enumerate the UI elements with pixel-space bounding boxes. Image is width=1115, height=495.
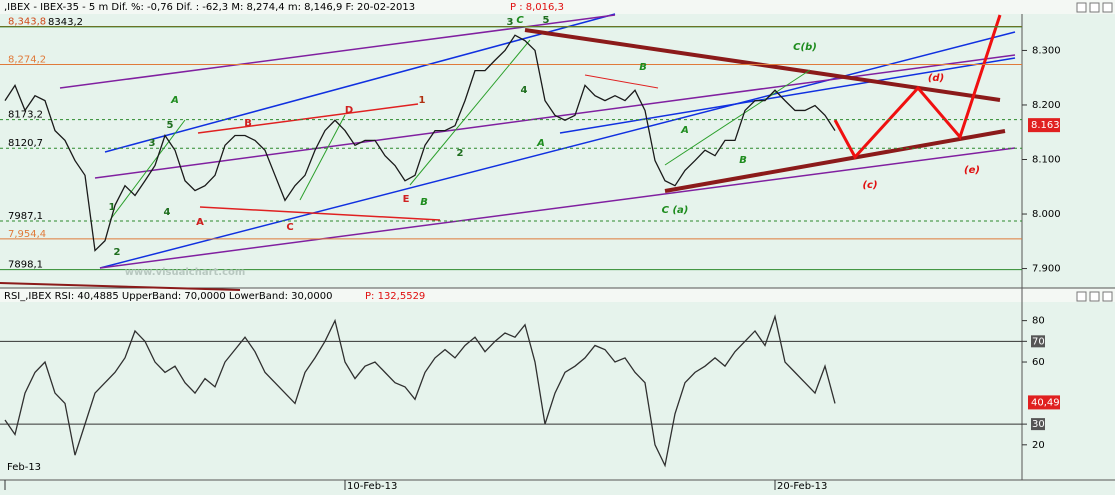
- level-label: 7,954,4: [8, 229, 46, 240]
- wave-label: 5: [167, 120, 174, 131]
- wave-line: [109, 119, 186, 221]
- wave-label: (d): [928, 73, 944, 84]
- y-tick-label: 70: [1032, 336, 1045, 347]
- level-label: 8343,2: [48, 17, 83, 28]
- rsi-header: RSI_,IBEX RSI: 40,4885 UpperBand: 70,000…: [4, 291, 332, 302]
- wave-label: (c): [862, 180, 877, 191]
- wave-label: B: [420, 197, 428, 208]
- y-tick-label: 60: [1032, 357, 1045, 368]
- wave-label: C: [286, 222, 293, 233]
- level-label: 8,274,2: [8, 55, 46, 66]
- last-value-label: 40,49: [1031, 397, 1060, 408]
- wave-label: A: [680, 125, 689, 136]
- wave-label: 4: [521, 85, 528, 96]
- wave-line: [299, 114, 346, 201]
- button[interactable]: [1089, 2, 1100, 13]
- wave-line: [0, 282, 241, 291]
- y-tick-label: 8.000: [1032, 209, 1061, 220]
- x-tick-label: Feb-13: [7, 462, 41, 473]
- x-tick-label: 20-Feb-13: [777, 481, 827, 492]
- projection: [833, 14, 1002, 160]
- x-tick-label: 10-Feb-13: [347, 481, 397, 492]
- wave-label: 3: [149, 138, 156, 149]
- wave-label: A: [196, 217, 204, 228]
- last-value-label: 8.163: [1031, 120, 1060, 131]
- wave-line: [199, 206, 441, 221]
- channel-line: [99, 31, 1016, 269]
- channel-line: [559, 57, 1016, 134]
- tick-box: [1031, 418, 1045, 431]
- rsi-header-close: P: 132,5529: [365, 291, 425, 302]
- level-label: 8120,7: [8, 138, 43, 149]
- level-label: 8,343,8: [8, 17, 46, 28]
- y-tick-label: 20: [1032, 440, 1045, 451]
- header-bar: [0, 0, 1115, 14]
- wave-label: (e): [964, 165, 980, 176]
- wave-line: [197, 103, 419, 134]
- button[interactable]: [1102, 291, 1113, 302]
- last-value-box: [1028, 395, 1060, 410]
- channel-line: [104, 13, 616, 153]
- y-tick-label: 7.900: [1032, 264, 1061, 275]
- wave-label: 4: [164, 207, 171, 218]
- button[interactable]: [1102, 2, 1113, 13]
- level-label: 7898,1: [8, 260, 43, 271]
- tick-box: [1031, 335, 1045, 348]
- wave-label: E: [403, 194, 410, 205]
- header-bar: [0, 288, 1115, 302]
- wave-label: 2: [457, 148, 464, 159]
- wave-label: A: [536, 138, 545, 149]
- series-line: [4, 314, 836, 468]
- wave-label: 1: [419, 95, 426, 106]
- wave-label: 1: [109, 202, 116, 213]
- wave-label: D: [345, 105, 353, 116]
- wave-label: 5: [543, 15, 550, 26]
- wave-label: B: [639, 62, 647, 73]
- channel-line: [94, 54, 1016, 179]
- y-tick-label: 80: [1032, 316, 1045, 327]
- series-line: [4, 34, 836, 252]
- trend-lines: [0, 13, 1016, 291]
- wave-label: B: [739, 155, 747, 166]
- wave-label: C (a): [662, 205, 689, 216]
- button[interactable]: [1076, 2, 1087, 13]
- level-label: 7987,1: [8, 211, 43, 222]
- wave-label: C: [516, 15, 524, 26]
- window-buttons[interactable]: [1076, 2, 1113, 302]
- y-tick-label: 30: [1032, 419, 1045, 430]
- wave-line: [584, 74, 659, 89]
- triangle-line: [664, 129, 1006, 193]
- wave-label: 3: [507, 17, 514, 28]
- y-tick-label: 8.100: [1032, 154, 1061, 165]
- button[interactable]: [1076, 291, 1087, 302]
- button[interactable]: [1089, 291, 1100, 302]
- wave-label: C(b): [793, 42, 817, 53]
- wave-label: B: [244, 118, 252, 129]
- y-tick-label: 8.200: [1032, 100, 1061, 111]
- level-label: 8173,2: [8, 110, 43, 121]
- channel-line: [99, 147, 1016, 269]
- wave-label: 2: [114, 247, 121, 258]
- price-header: ,IBEX - IBEX-35 - 5 m Dif. %: -0,76 Dif.…: [4, 2, 415, 13]
- last-value-box: [1028, 118, 1060, 133]
- wave-label: A: [170, 95, 179, 106]
- wave-label: www.visualchart.com: [125, 267, 246, 278]
- wave-line: [664, 69, 811, 166]
- y-tick-label: 8.300: [1032, 45, 1061, 56]
- price-header-close: P : 8,016,3: [510, 2, 564, 13]
